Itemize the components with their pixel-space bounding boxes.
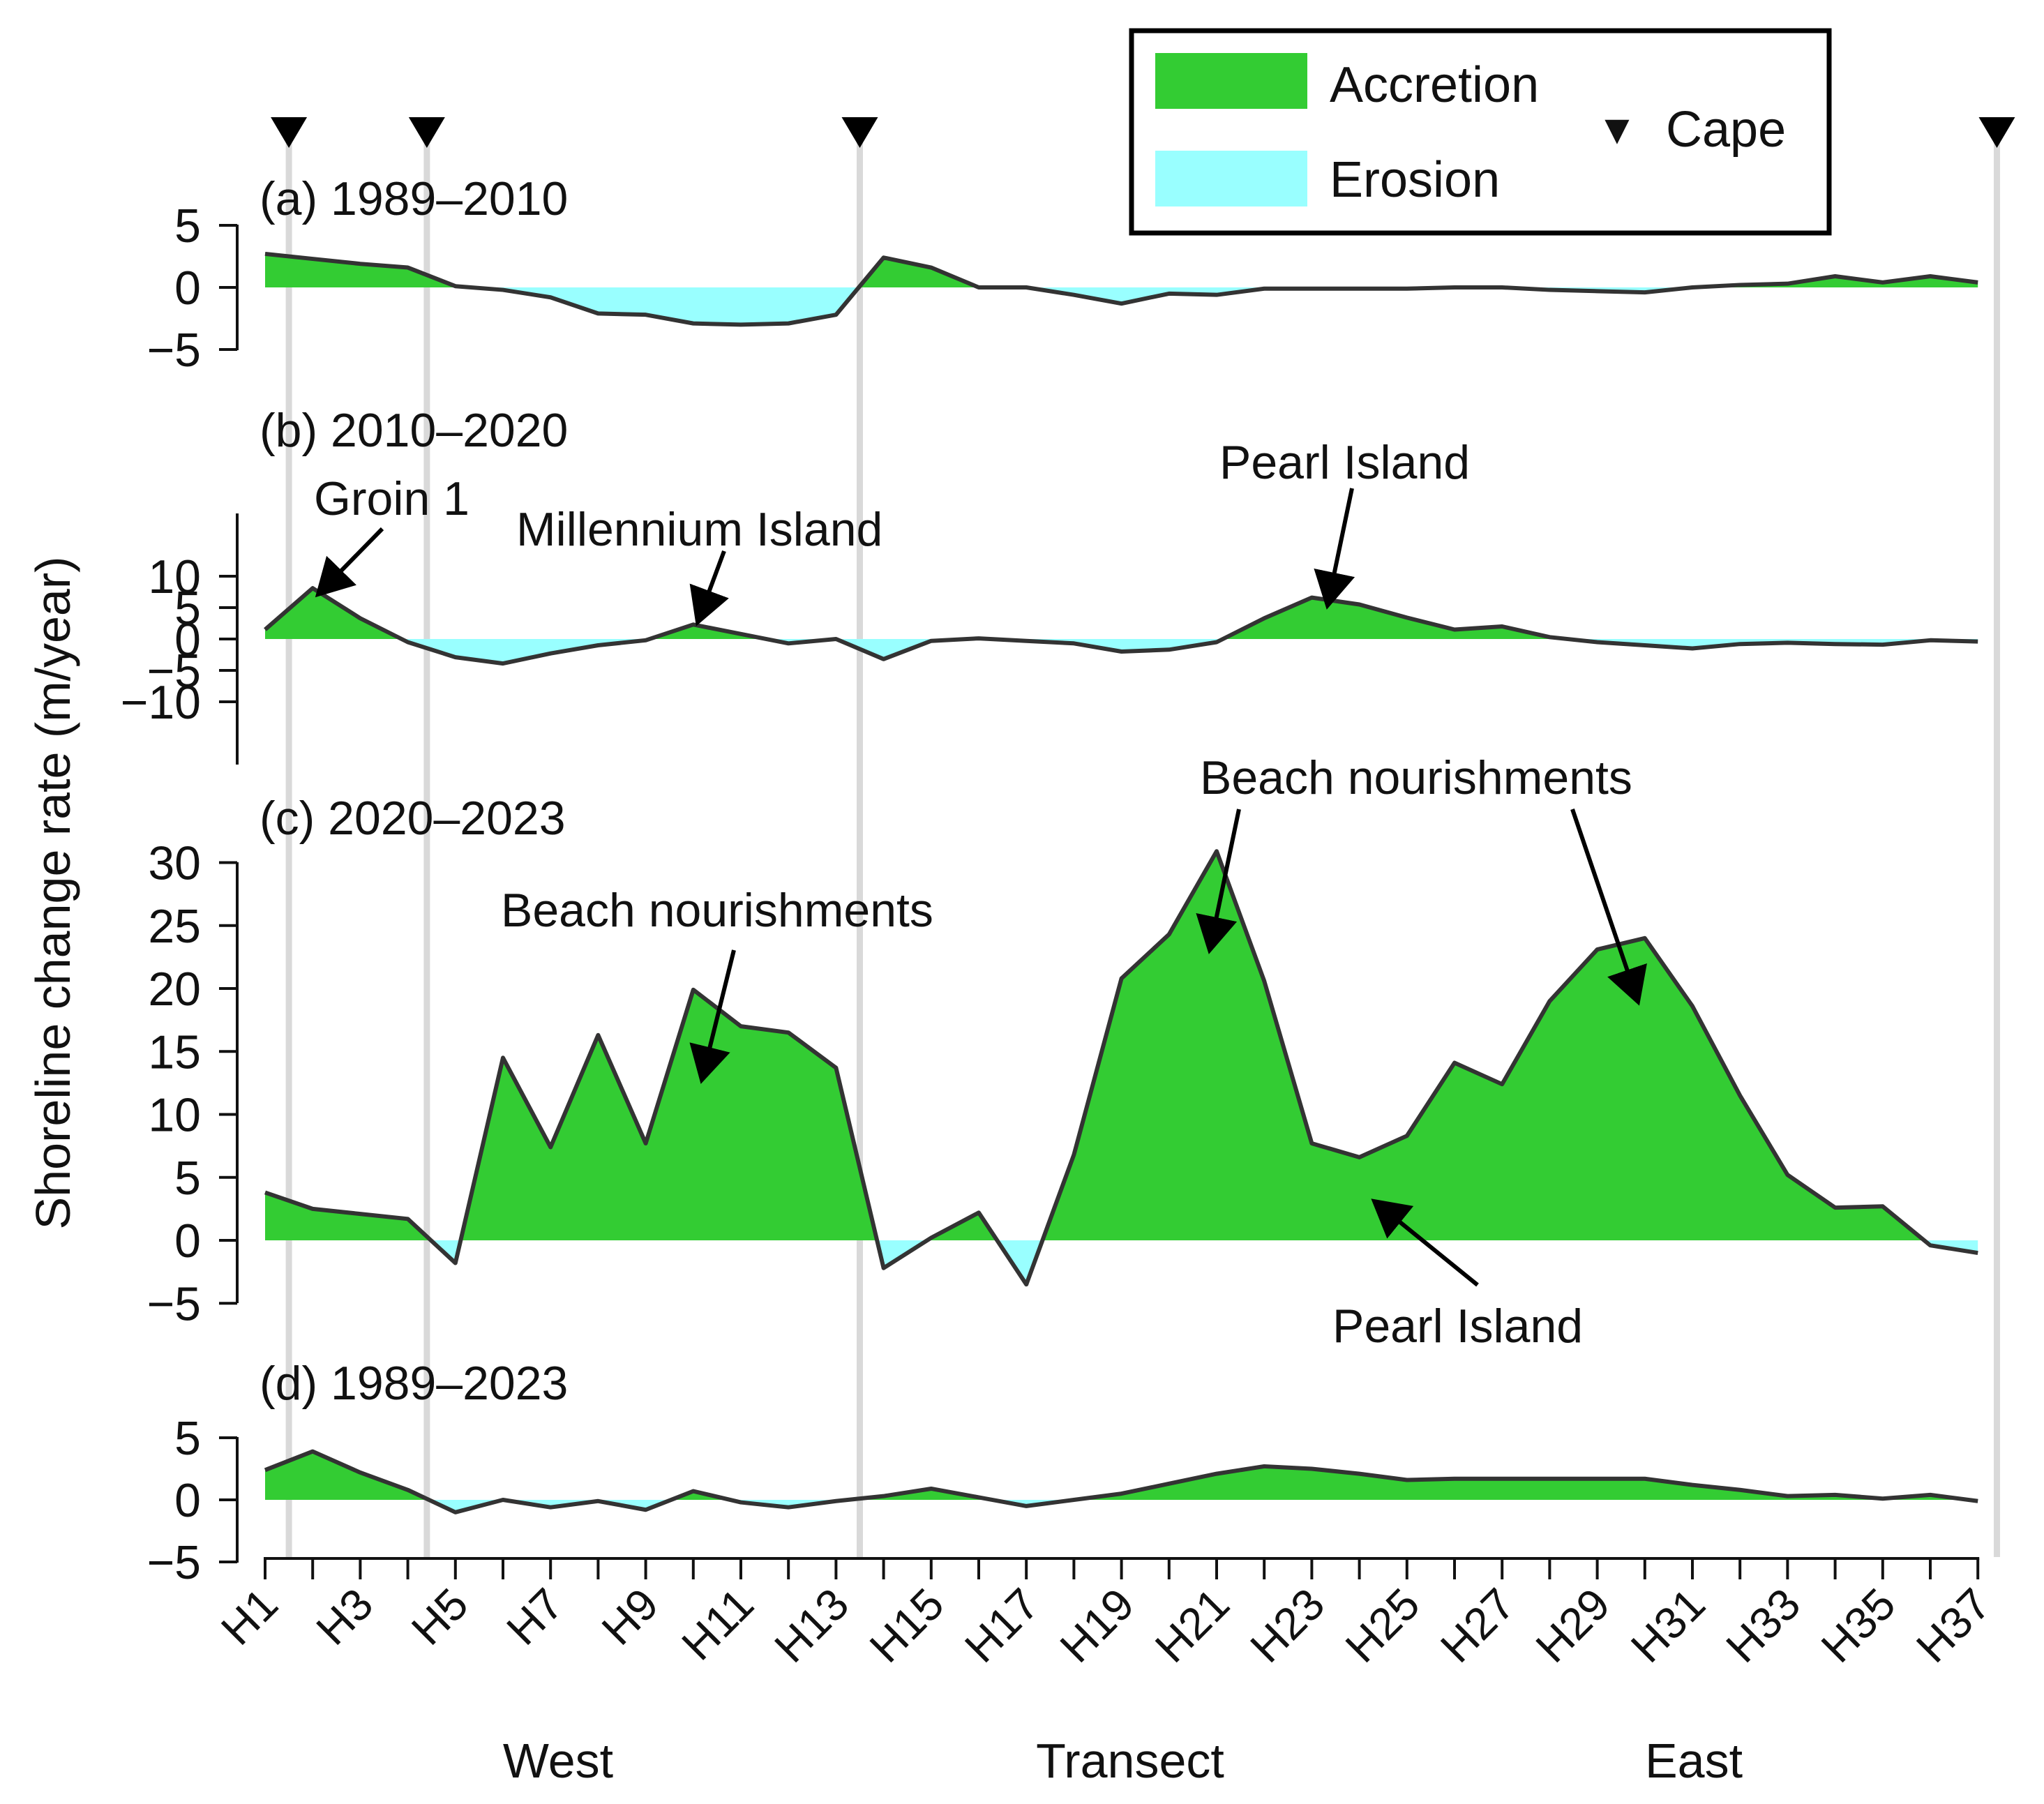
series-line xyxy=(264,251,1978,327)
y-axis-label: Shoreline change rate (m/year) xyxy=(26,557,80,1230)
arrow-pearl-island-b xyxy=(1314,488,1355,610)
y-tick-label: −5 xyxy=(146,1536,201,1589)
cape-lines xyxy=(285,143,2000,1557)
x-tick-label: H15 xyxy=(860,1579,954,1672)
x-tick-label: H33 xyxy=(1716,1579,1810,1672)
series-line xyxy=(264,1449,1978,1514)
series-line xyxy=(264,849,1978,1287)
arrow-millennium-island xyxy=(689,550,729,626)
y-tick-label: 20 xyxy=(148,963,201,1016)
series-line xyxy=(264,586,1978,666)
panel-a xyxy=(264,251,1978,327)
panel-a-title: (a) 1989–2010 xyxy=(260,172,568,225)
annotation-beach-nourishments-2: Beach nourishments xyxy=(1200,751,1632,804)
arrow-pearl-island-c xyxy=(1371,1198,1479,1287)
annotation-pearl-island-c: Pearl Island xyxy=(1332,1300,1583,1353)
y-tick-label: 25 xyxy=(148,900,201,953)
x-tick-label: H31 xyxy=(1621,1579,1715,1672)
legend-accretion-label: Accretion xyxy=(1330,57,1539,113)
accretion-area xyxy=(265,253,1978,287)
x-tick-label: H25 xyxy=(1336,1579,1429,1672)
x-tick-label: H21 xyxy=(1145,1579,1239,1672)
x-axis-label: Transect xyxy=(1036,1734,1224,1788)
panel-d-title: (d) 1989–2023 xyxy=(260,1357,568,1410)
x-tick-label: H3 xyxy=(307,1579,383,1655)
x-tick-label: H17 xyxy=(955,1579,1049,1672)
panels xyxy=(264,251,1978,1514)
panel-b-title: (b) 2010–2020 xyxy=(260,404,568,457)
x-tick-label: H9 xyxy=(592,1579,668,1655)
y-tick-label: 5 xyxy=(174,200,201,253)
legend-erosion-swatch xyxy=(1155,151,1307,206)
y-tick-label: 15 xyxy=(148,1025,201,1078)
y-tick-label: 0 xyxy=(174,262,201,315)
x-tick-label: H1 xyxy=(211,1579,287,1655)
annotation-millennium-island: Millennium Island xyxy=(516,503,882,556)
annotation-pearl-island-b: Pearl Island xyxy=(1219,436,1470,489)
east-label: East xyxy=(1645,1734,1743,1788)
panel-d xyxy=(264,1449,1978,1514)
west-label: West xyxy=(503,1734,613,1788)
arrow-beach-nourishments-2b xyxy=(1570,809,1647,1006)
erosion-area xyxy=(265,287,1978,325)
y-axis-c: 30 25 20 15 10 5 0 −5 xyxy=(146,837,239,1330)
arrow-groin-1 xyxy=(315,527,384,598)
accretion-area xyxy=(265,1451,1978,1500)
y-tick-label: 0 xyxy=(174,1474,201,1527)
panel-c-title: (c) 2020–2023 xyxy=(260,792,566,845)
cape-marker-icon xyxy=(271,117,308,148)
y-tick-label: 5 xyxy=(174,582,201,635)
cape-marker-icon xyxy=(841,117,878,148)
legend-cape-label: Cape xyxy=(1666,102,1786,158)
x-tick-label: H5 xyxy=(402,1579,478,1655)
x-tick-label: H11 xyxy=(672,1579,763,1670)
y-tick-label: 5 xyxy=(174,1412,201,1465)
x-tick-label: H7 xyxy=(497,1579,573,1655)
accretion-area xyxy=(265,851,1978,1240)
y-tick-label: −10 xyxy=(121,676,201,729)
legend: Accretion Erosion ▼ Cape xyxy=(1129,28,1832,236)
y-axis-a: 5 0 −5 xyxy=(146,200,239,377)
arrow-beach-nourishments-2a xyxy=(1196,809,1241,954)
x-tick-label: H27 xyxy=(1431,1579,1524,1672)
cape-markers xyxy=(271,117,2015,148)
y-axis-d: 5 0 −5 xyxy=(146,1412,239,1589)
x-tick-label: H13 xyxy=(765,1579,858,1672)
x-tick-label: H37 xyxy=(1907,1579,2000,1672)
y-tick-label: 30 xyxy=(148,837,201,890)
cape-marker-icon xyxy=(1978,117,2015,148)
y-tick-label: −5 xyxy=(146,645,201,698)
x-tick-label: H19 xyxy=(1051,1579,1144,1672)
panel-b xyxy=(264,586,1978,666)
y-tick-label: 10 xyxy=(148,1089,201,1142)
annotation-groin-1: Groin 1 xyxy=(314,472,469,525)
x-tick-label: H35 xyxy=(1812,1579,1905,1672)
x-tick-label: H29 xyxy=(1526,1579,1620,1672)
legend-accretion-swatch xyxy=(1155,53,1307,109)
panel-c xyxy=(264,849,1978,1287)
y-tick-label: −5 xyxy=(146,324,201,377)
y-tick-label: 0 xyxy=(174,613,201,666)
x-axis: H1 H3 H5 H7 H9 H11 H13 H15 H17 H19 H21 H23 H25 H27 H29… xyxy=(211,1557,2000,1672)
y-tick-label: 10 xyxy=(148,550,201,603)
y-tick-label: 5 xyxy=(174,1152,201,1205)
y-tick-label: 0 xyxy=(174,1215,201,1268)
y-tick-label: −5 xyxy=(146,1277,201,1330)
legend-erosion-label: Erosion xyxy=(1330,152,1500,208)
cape-marker-icon xyxy=(408,117,445,148)
legend-cape-marker-icon: ▼ xyxy=(1596,106,1637,153)
arrow-beach-nourishments-1 xyxy=(689,949,736,1084)
x-tick-label: H23 xyxy=(1240,1579,1334,1672)
annotation-beach-nourishments-1: Beach nourishments xyxy=(501,884,933,937)
